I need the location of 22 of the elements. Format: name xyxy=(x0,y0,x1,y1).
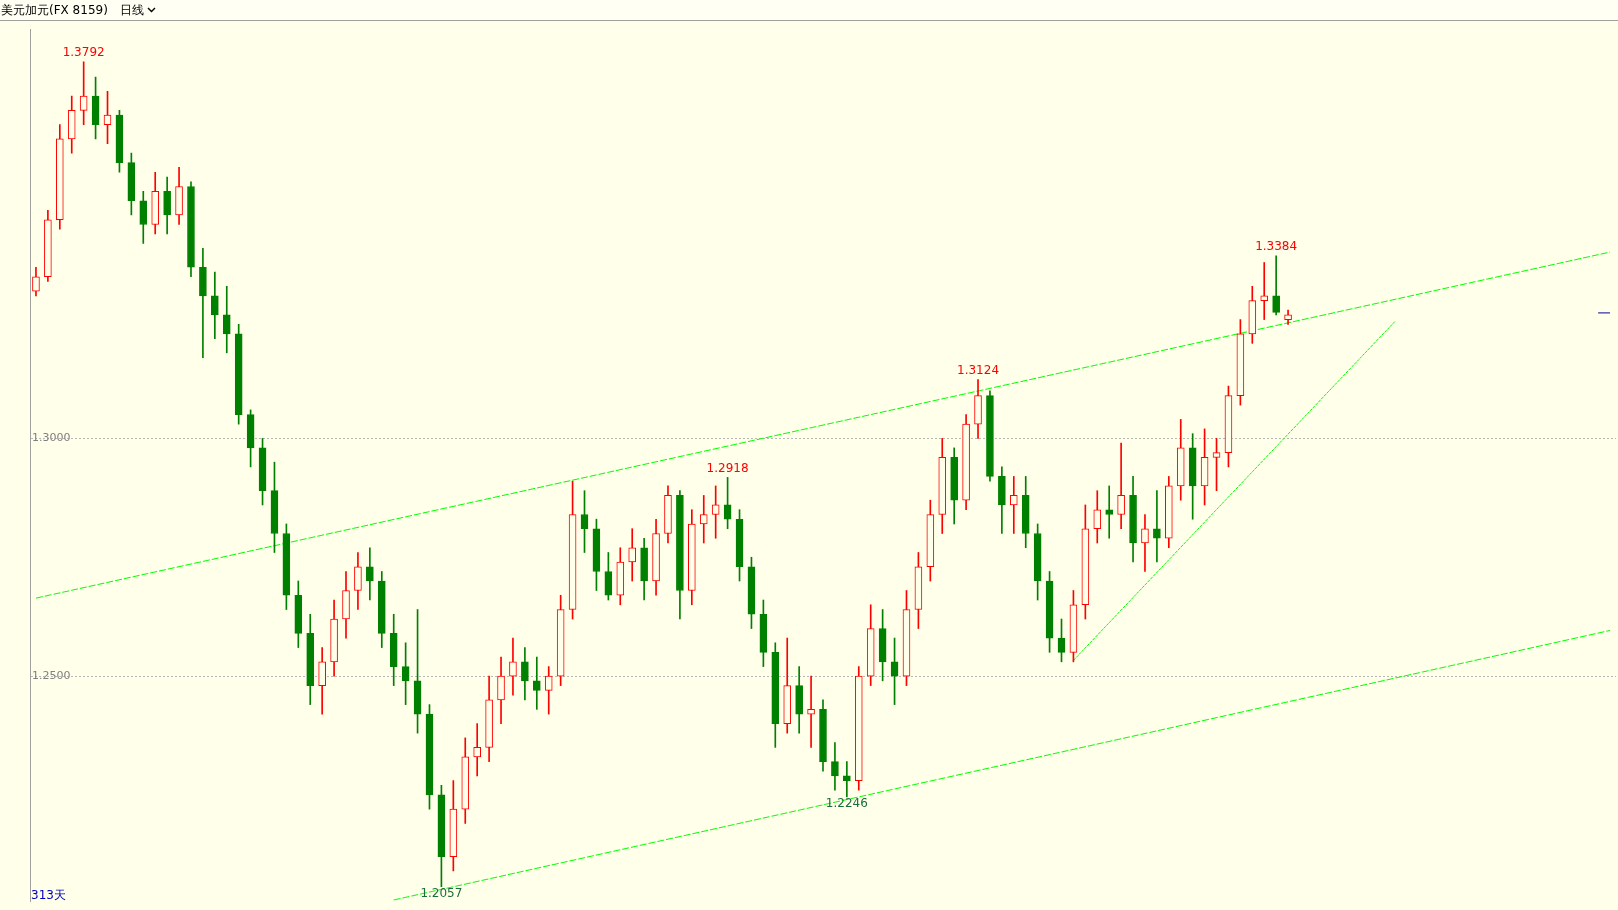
chart-title: 美元加元(FX 8159) xyxy=(1,1,108,19)
candlestick xyxy=(711,485,720,539)
candlestick xyxy=(1105,485,1114,539)
candlestick xyxy=(699,495,708,544)
annotation: 1.2057 xyxy=(420,885,463,900)
candlestick xyxy=(1153,490,1161,563)
candlestick xyxy=(807,675,815,748)
candlestick xyxy=(1009,476,1018,534)
candlestick xyxy=(1117,442,1125,530)
candlestick xyxy=(532,656,541,710)
annotation: 313天 xyxy=(31,887,66,902)
annotation: 1.2246 xyxy=(825,795,868,810)
annotation: 1.3384 xyxy=(1255,238,1298,253)
candlestick xyxy=(473,723,482,777)
chart-subtitle: 日线 xyxy=(119,1,144,19)
annotation: 1.3124 xyxy=(957,362,1000,377)
annotation: 1.3792 xyxy=(62,45,105,60)
annotation: 1.2918 xyxy=(706,460,749,475)
y-tick-label: 1.3000 xyxy=(32,431,71,445)
y-tick-label: 1.2500 xyxy=(32,668,71,682)
candlestick xyxy=(1260,262,1269,320)
candlestick xyxy=(843,761,851,798)
